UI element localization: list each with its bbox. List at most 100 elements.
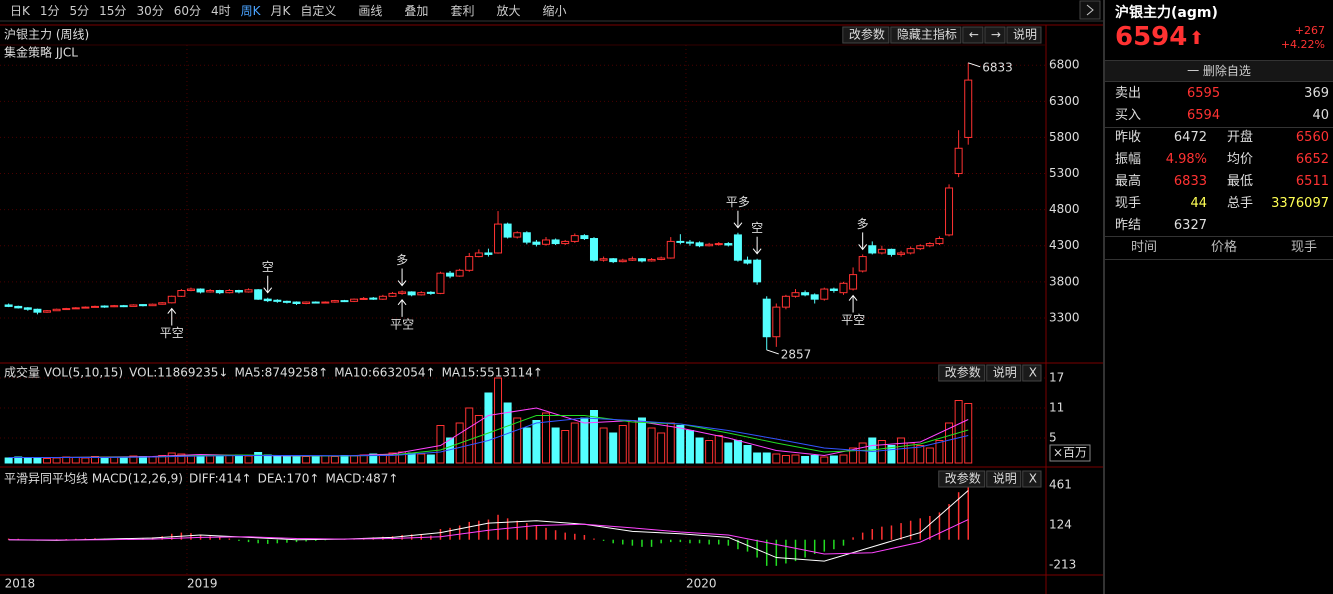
candle-body (119, 305, 128, 308)
y-tick-label: 461 (1049, 477, 1072, 491)
candle-body (254, 289, 263, 300)
panel-button-label[interactable]: 改参数 (849, 27, 885, 42)
panel-button[interactable] (1006, 26, 1042, 44)
candle-body (263, 298, 272, 302)
toolbar-button[interactable]: 4时 (211, 3, 231, 18)
candle-body (532, 241, 541, 245)
candle-body (522, 232, 531, 243)
panel-button[interactable] (984, 26, 1006, 44)
toolbar-button[interactable]: 60分 (173, 3, 201, 18)
toolbar-button[interactable]: 自定义 (300, 3, 337, 18)
toolbar-button[interactable]: 缩小 (542, 3, 567, 18)
panel-button[interactable] (986, 364, 1022, 382)
candle-body (455, 269, 464, 277)
volume-bar (935, 440, 944, 464)
candle-body (685, 241, 694, 244)
extreme-label: 6833 (982, 60, 1013, 74)
toolbar-button[interactable]: 套利 (450, 3, 475, 18)
qty: 40 (1312, 108, 1329, 123)
candle-body (244, 289, 253, 293)
toolbar-button[interactable]: 画线 (358, 3, 383, 18)
panel-button-label[interactable]: 改参数 (945, 471, 981, 486)
volume-bar (330, 456, 339, 464)
toolbar-button[interactable]: 周K (240, 3, 261, 18)
candle-body (426, 291, 435, 294)
candle-body (225, 290, 234, 294)
panel-button-label[interactable]: ← (969, 28, 979, 42)
panel-button[interactable] (962, 26, 984, 44)
candle-body (628, 258, 637, 261)
panel-button[interactable] (938, 364, 986, 382)
toolbar-button[interactable]: 叠加 (404, 3, 429, 18)
candle-body (858, 256, 867, 272)
signal-label: 空 (751, 221, 763, 235)
candle-body (215, 290, 224, 294)
delete-favorite-button[interactable]: 一 删除自选 (1105, 60, 1333, 82)
volume-bar (43, 458, 52, 464)
panel-button[interactable] (890, 26, 962, 44)
candle-body (350, 298, 359, 302)
candle-body (43, 310, 52, 313)
candle-body (446, 272, 455, 277)
panel-button[interactable] (986, 470, 1022, 488)
volume-bar (33, 457, 42, 464)
candle-body (71, 307, 80, 310)
volume-bar (570, 422, 579, 464)
toolbar: 日K 1分 5分 15分 30分 60分 4时 周K 月K 自定义 画线 叠加 套利 放大 缩小 (0, 0, 1103, 20)
candle-body (282, 300, 291, 303)
quote-change-pct: +4.22% (1280, 38, 1325, 51)
candle-body (33, 308, 42, 313)
candle-body (330, 300, 339, 303)
toolbar-button[interactable]: 1分 (39, 3, 60, 18)
volume-bar (791, 454, 800, 464)
quote-arrow: ⬆ (1189, 28, 1205, 49)
candle-body (62, 308, 71, 311)
candle-body (916, 245, 925, 250)
volume-bar (618, 425, 627, 464)
candle-body (129, 304, 138, 307)
volume-bar (724, 442, 733, 464)
panel-button[interactable] (938, 470, 986, 488)
candle-body (954, 147, 963, 175)
toolbar-next-button[interactable] (1079, 0, 1101, 20)
candle-body (772, 306, 781, 338)
candle-body (407, 291, 416, 296)
quote-title: 沪银主力(agm) (1115, 5, 1218, 21)
panel-button-label[interactable]: 说明 (1013, 27, 1037, 42)
unit-label: ×百万 (1053, 446, 1087, 460)
panel-button-label[interactable]: 隐藏主指标 (897, 27, 957, 42)
volume-bar (474, 415, 483, 464)
volume-bar (254, 452, 263, 464)
panel-button-label[interactable]: 说明 (993, 365, 1017, 380)
candle-body (81, 306, 90, 309)
y-tick-label: 17 (1049, 371, 1064, 385)
volume-bar (714, 435, 723, 464)
panel-button[interactable] (1022, 364, 1042, 382)
toolbar-button[interactable]: 日K (10, 3, 30, 18)
toolbar-button[interactable]: 月K (270, 3, 291, 18)
volume-bar (599, 427, 608, 464)
panel-header-text: MA15:5513114↑ (442, 366, 543, 380)
panel-button-label[interactable]: X (1029, 366, 1037, 380)
panel-button-label[interactable]: → (991, 28, 1001, 42)
indicator-line (8, 490, 969, 562)
toolbar-button[interactable]: 放大 (496, 3, 521, 18)
panel-button-label[interactable]: 说明 (993, 471, 1017, 486)
value: 6327 (1173, 218, 1207, 233)
panel-button-label[interactable]: X (1029, 472, 1037, 486)
candle-body (849, 274, 858, 290)
candle-body (743, 259, 752, 264)
volume-bar (234, 454, 243, 464)
volume-bar (695, 437, 704, 464)
toolbar-button[interactable]: 15分 (99, 3, 127, 18)
x-tick-label: 2018 (5, 577, 36, 591)
toolbar-button[interactable]: 30分 (136, 3, 164, 18)
volume-bar (311, 456, 320, 464)
panel-button[interactable] (842, 26, 890, 44)
candle-body (676, 240, 685, 243)
value: 6833 (1173, 174, 1207, 189)
volume-bar (762, 452, 771, 464)
panel-button-label[interactable]: 改参数 (945, 365, 981, 380)
panel-button[interactable] (1022, 470, 1042, 488)
toolbar-button[interactable]: 5分 (69, 3, 90, 18)
